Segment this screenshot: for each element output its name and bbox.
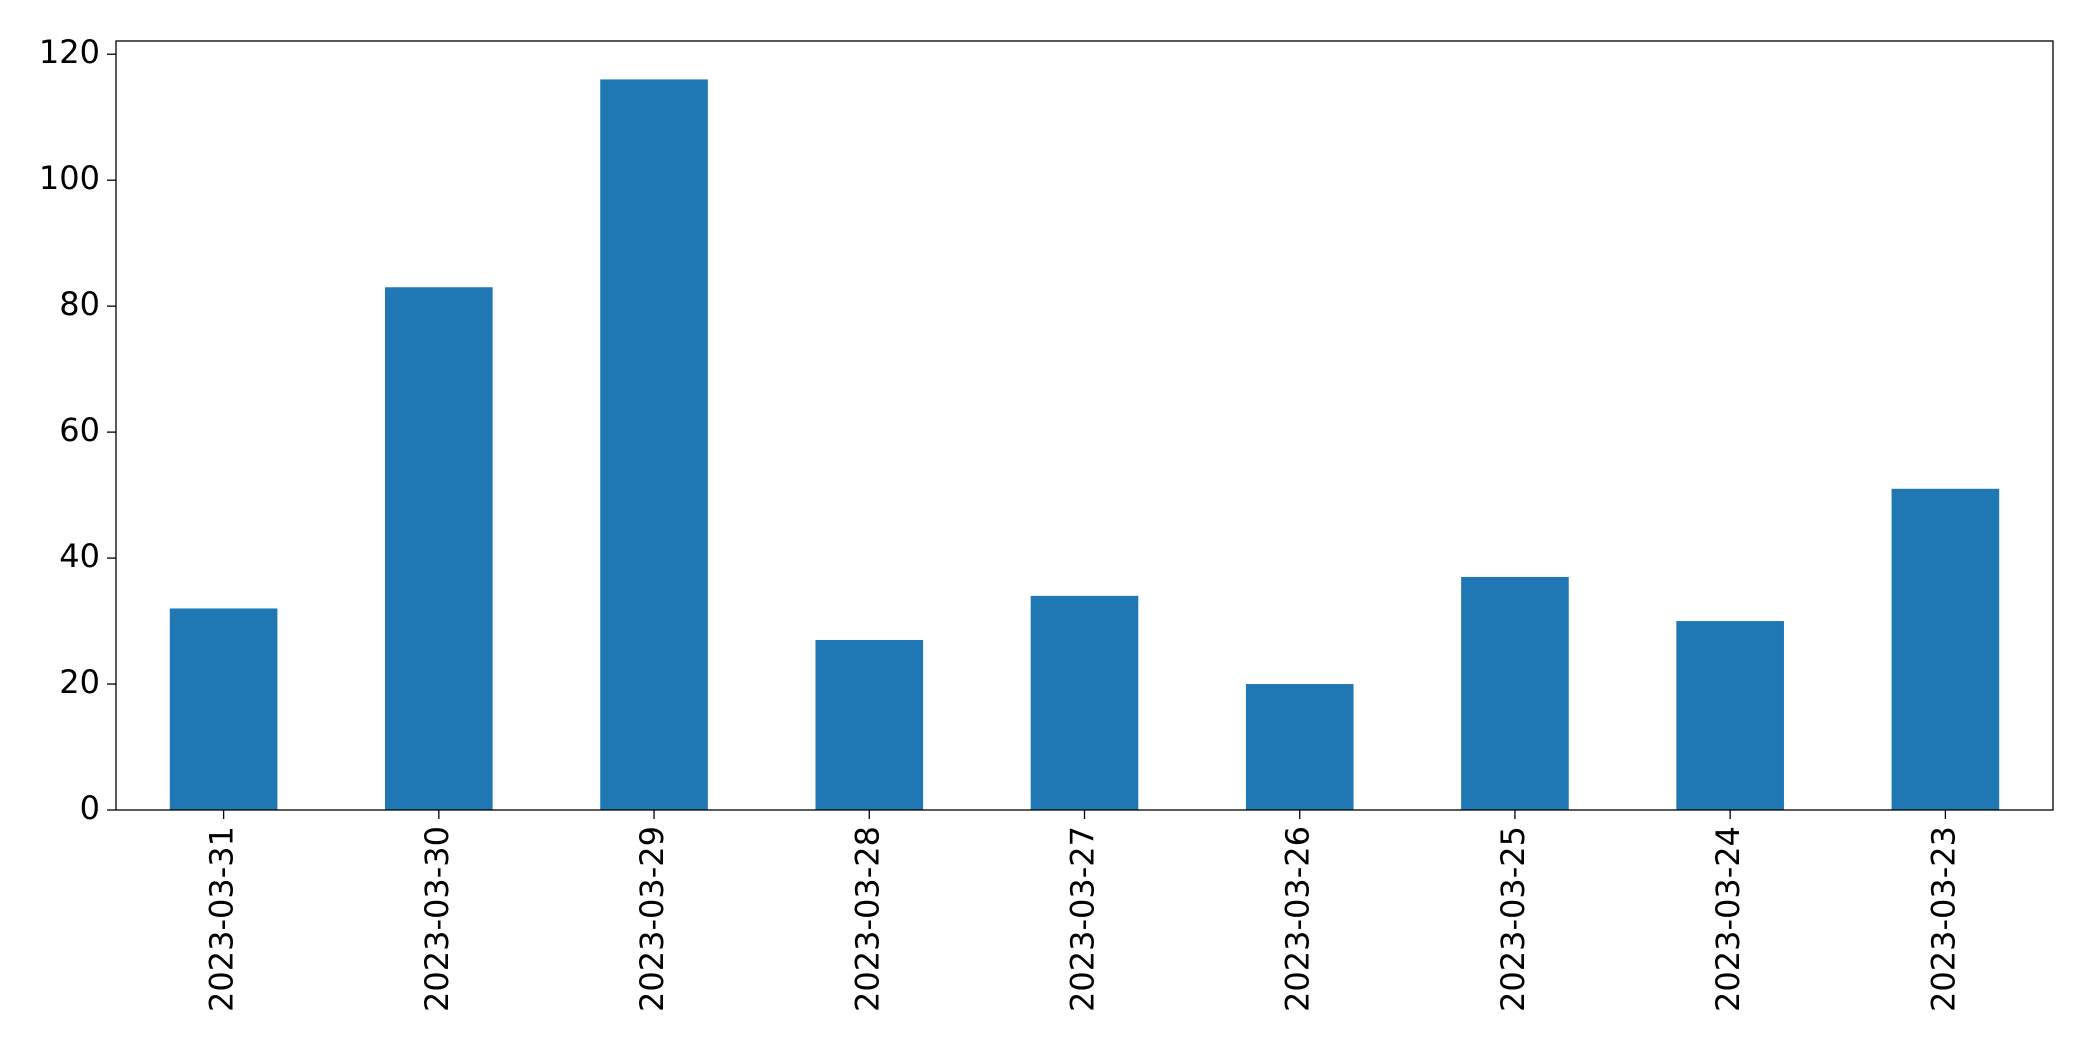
y-tick-label: 20 xyxy=(59,663,100,701)
x-tick-label: 2023-03-30 xyxy=(418,826,456,1012)
x-tick-label: 2023-03-24 xyxy=(1709,826,1747,1012)
x-tick-label: 2023-03-27 xyxy=(1064,826,1102,1012)
bar xyxy=(1245,684,1354,810)
bar xyxy=(1461,576,1569,810)
bar xyxy=(169,608,278,810)
y-tick-label: 60 xyxy=(59,411,100,449)
y-tick-label: 0 xyxy=(80,789,100,827)
plot-frame xyxy=(115,40,2054,811)
bar xyxy=(1891,488,2000,810)
bar xyxy=(815,639,924,810)
y-tick-label: 80 xyxy=(59,285,100,323)
x-tick-label: 2023-03-28 xyxy=(848,826,886,1012)
x-tick-label: 2023-03-25 xyxy=(1494,826,1532,1012)
x-tick-label: 2023-03-26 xyxy=(1279,826,1317,1012)
x-tick-label: 2023-03-23 xyxy=(1924,826,1962,1012)
x-tick-label: 2023-03-31 xyxy=(203,826,241,1012)
bar xyxy=(385,287,493,810)
y-tick-label: 100 xyxy=(39,159,100,197)
bar xyxy=(600,79,708,810)
x-tick-label: 2023-03-29 xyxy=(633,826,671,1012)
bar xyxy=(1676,621,1784,810)
y-tick-label: 120 xyxy=(39,33,100,71)
bar xyxy=(1030,595,1139,810)
y-tick-label: 40 xyxy=(59,537,100,575)
